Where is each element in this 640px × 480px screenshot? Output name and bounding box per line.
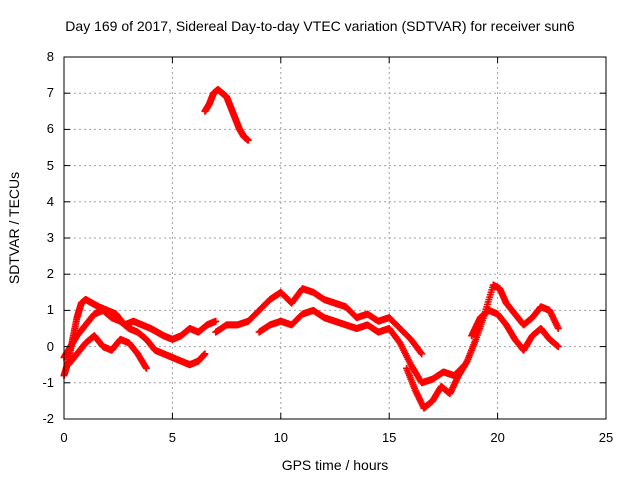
data-points	[60, 86, 562, 412]
data-point	[212, 317, 220, 325]
y-tick-label: 0	[46, 338, 54, 354]
data-point	[201, 350, 209, 358]
y-tick-label: 7	[46, 85, 54, 101]
y-tick-label: 8	[46, 49, 54, 64]
y-tick-label: 5	[46, 157, 54, 173]
x-axis-label: GPS time / hours	[281, 457, 389, 473]
data-point	[554, 325, 562, 332]
y-tick-label: -1	[42, 374, 54, 390]
x-tick-label: 20	[490, 430, 505, 445]
y-tick-label: 3	[46, 230, 54, 245]
data-point	[244, 136, 252, 144]
x-tick-label: 0	[60, 430, 68, 445]
x-tick-label: 10	[273, 430, 289, 445]
y-tick-label: -2	[42, 411, 54, 426]
x-tick-label: 5	[168, 430, 177, 445]
x-tick-label: 25	[598, 430, 614, 445]
grid	[64, 57, 606, 419]
y-tick-label: 2	[46, 266, 54, 282]
y-tick-label: 4	[46, 193, 54, 209]
y-tick-label: 1	[46, 302, 54, 318]
data-point-interp	[417, 349, 425, 357]
data-point	[418, 350, 426, 358]
chart-title: Day 169 of 2017, Sidereal Day-to-day VTE…	[65, 18, 575, 34]
data-point	[554, 343, 562, 351]
x-tick-label: 15	[381, 430, 397, 445]
data-point	[142, 364, 150, 372]
y-tick-label: 6	[46, 121, 54, 137]
axis-ticks	[63, 56, 607, 420]
